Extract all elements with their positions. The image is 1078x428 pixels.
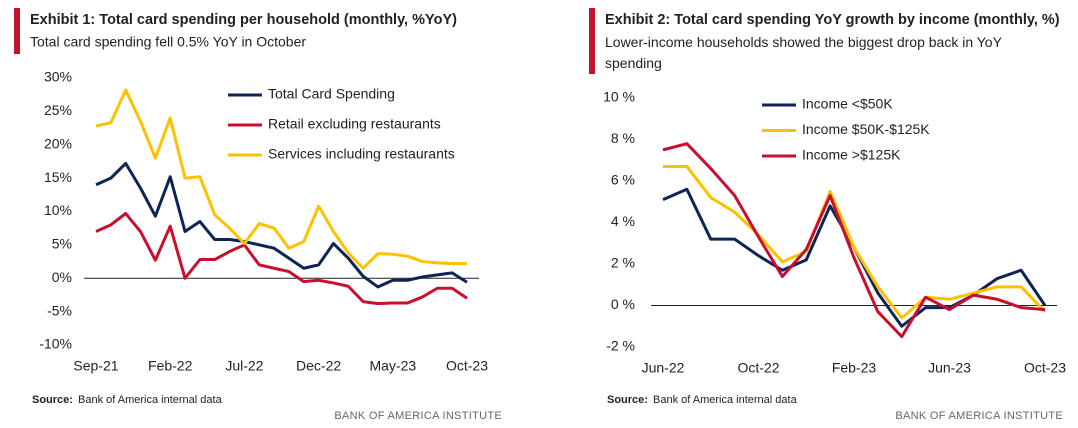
source-text: Bank of America internal data	[653, 394, 798, 406]
x-tick-label: May-23	[369, 358, 416, 374]
footer: BANK OF AMERICA INSTITUTE	[334, 410, 502, 422]
chart-subtitle: Total card spending fell 0.5% YoY in Oct…	[30, 34, 306, 50]
y-tick-label: 0 %	[611, 296, 635, 312]
chart-title: Exhibit 2: Total card spending YoY growt…	[605, 12, 1060, 28]
y-tick-label: 15%	[44, 169, 72, 185]
series-line	[95, 88, 467, 270]
source-label: Source:	[32, 394, 73, 406]
chart-subtitle: Lower-income households showed the bigge…	[605, 34, 1003, 71]
series-line	[95, 161, 468, 289]
x-tick-label: Dec-22	[296, 358, 341, 374]
y-tick-label: -10%	[39, 336, 72, 352]
x-tick-label: Jul-22	[225, 358, 263, 374]
y-tick-label: 0%	[52, 269, 72, 285]
y-tick-label: 5%	[52, 236, 72, 252]
legend-label: Total Card Spending	[268, 86, 395, 102]
x-tick-label: Oct-23	[446, 358, 488, 374]
y-tick-label: 10%	[44, 202, 72, 218]
y-tick-label: 2 %	[611, 255, 635, 271]
x-tick-label: Feb-23	[832, 360, 877, 376]
legend-label: Income $50K-$125K	[802, 121, 930, 137]
x-tick-label: Jun-23	[928, 360, 971, 376]
x-tick-label: Jun-22	[642, 360, 685, 376]
y-tick-label: 10 %	[603, 89, 635, 105]
y-tick-label: 30%	[44, 69, 72, 85]
x-tick-label: Feb-22	[148, 358, 193, 374]
y-tick-label: 8 %	[611, 130, 635, 146]
y-tick-label: 6 %	[611, 172, 635, 188]
chart-title: Exhibit 1: Total card spending per house…	[30, 12, 457, 28]
series-line	[663, 164, 1047, 320]
legend-label: Income <$50K	[802, 96, 893, 112]
series-line	[662, 142, 1046, 339]
legend-label: Retail excluding restaurants	[268, 116, 441, 132]
legend-label: Income >$125K	[802, 147, 901, 163]
x-tick-label: Oct-22	[737, 360, 779, 376]
source-label: Source:	[607, 394, 648, 406]
title-accent	[589, 8, 595, 74]
series-line	[95, 212, 468, 306]
y-tick-label: 25%	[44, 102, 72, 118]
source-text: Bank of America internal data	[78, 394, 223, 406]
y-tick-label: 20%	[44, 135, 72, 151]
x-tick-label: Sep-21	[73, 358, 118, 374]
footer: BANK OF AMERICA INSTITUTE	[895, 410, 1063, 422]
y-tick-label: -2 %	[606, 338, 635, 354]
legend-label: Services including restaurants	[268, 146, 455, 162]
x-tick-label: Oct-23	[1024, 360, 1066, 376]
y-tick-label: -5%	[47, 302, 72, 318]
title-accent	[14, 8, 20, 54]
y-tick-label: 4 %	[611, 213, 635, 229]
